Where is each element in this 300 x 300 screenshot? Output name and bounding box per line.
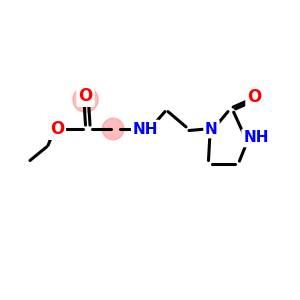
Text: N: N — [205, 122, 218, 136]
Text: NH: NH — [133, 122, 158, 136]
Circle shape — [102, 118, 124, 140]
Text: O: O — [78, 87, 93, 105]
Text: O: O — [247, 88, 262, 106]
Text: NH: NH — [243, 130, 269, 146]
Text: O: O — [50, 120, 64, 138]
Circle shape — [73, 87, 98, 112]
